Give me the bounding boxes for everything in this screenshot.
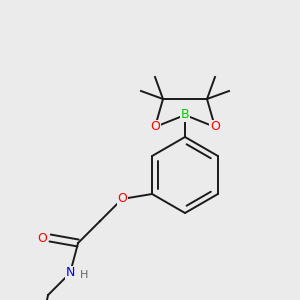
Text: O: O	[210, 121, 220, 134]
Text: H: H	[80, 270, 88, 280]
Text: B: B	[181, 109, 189, 122]
Text: O: O	[150, 121, 160, 134]
Text: O: O	[117, 193, 127, 206]
Text: N: N	[65, 266, 75, 280]
Text: O: O	[37, 232, 47, 244]
